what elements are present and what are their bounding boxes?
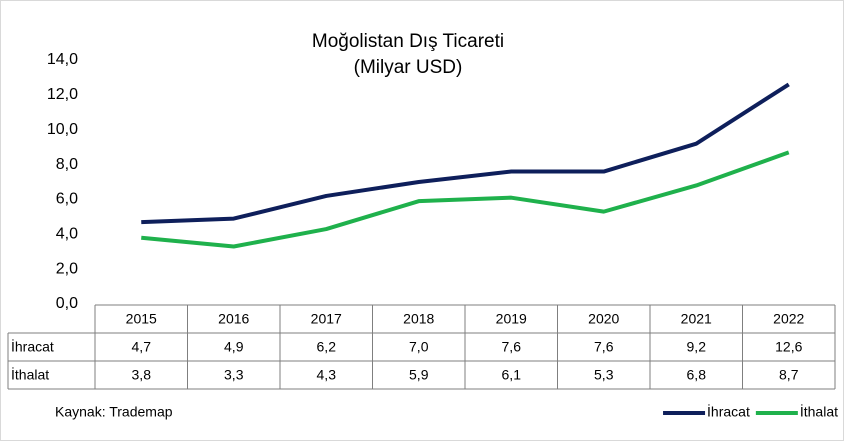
y-tick-label: 4,0 xyxy=(56,226,78,243)
source: Kaynak: Trademap xyxy=(55,404,173,420)
x-tick-label: 2021 xyxy=(681,311,712,327)
table-row-label: İhracat xyxy=(11,338,54,355)
legend-label: İhracat xyxy=(707,403,750,420)
legend-label: İthalat xyxy=(800,403,838,420)
x-tick-label: 2020 xyxy=(588,311,619,327)
y-tick-label: 2,0 xyxy=(56,260,78,277)
chart-subtitle: (Milyar USD) xyxy=(354,57,463,78)
table-value: 6,2 xyxy=(317,339,337,355)
y-tick-label: 10,0 xyxy=(47,121,78,138)
y-tick-label: 0,0 xyxy=(56,295,78,312)
table-value: 7,6 xyxy=(594,339,614,355)
y-tick-label: 8,0 xyxy=(56,156,78,173)
x-tick-label: 2017 xyxy=(311,311,342,327)
table-value: 4,9 xyxy=(224,339,244,355)
table-value: 7,6 xyxy=(502,339,522,355)
table-value: 3,3 xyxy=(224,367,244,383)
table-value: 8,7 xyxy=(779,367,799,383)
x-tick-label: 2022 xyxy=(773,311,804,327)
table-value: 4,3 xyxy=(317,367,337,383)
table-value: 5,9 xyxy=(409,367,429,383)
y-tick-label: 6,0 xyxy=(56,191,78,208)
x-tick-label: 2015 xyxy=(126,311,157,327)
y-tick-label: 14,0 xyxy=(47,51,78,68)
table-value: 3,8 xyxy=(132,367,152,383)
x-tick-label: 2016 xyxy=(218,311,249,327)
series-line xyxy=(141,150,790,249)
table-value: 9,2 xyxy=(687,339,707,355)
x-tick-label: 2018 xyxy=(403,311,434,327)
table-value: 6,8 xyxy=(687,367,707,383)
y-tick-label: 12,0 xyxy=(47,86,78,103)
chart-title: Moğolistan Dış Ticareti xyxy=(312,31,504,52)
x-tick-label: 2019 xyxy=(496,311,527,327)
table-value: 12,6 xyxy=(775,339,802,355)
series-line xyxy=(141,82,790,225)
table-value: 4,7 xyxy=(132,339,152,355)
table-value: 6,1 xyxy=(502,367,522,383)
table-value: 7,0 xyxy=(409,339,429,355)
table-value: 5,3 xyxy=(594,367,614,383)
table-row-label: İthalat xyxy=(11,366,49,383)
